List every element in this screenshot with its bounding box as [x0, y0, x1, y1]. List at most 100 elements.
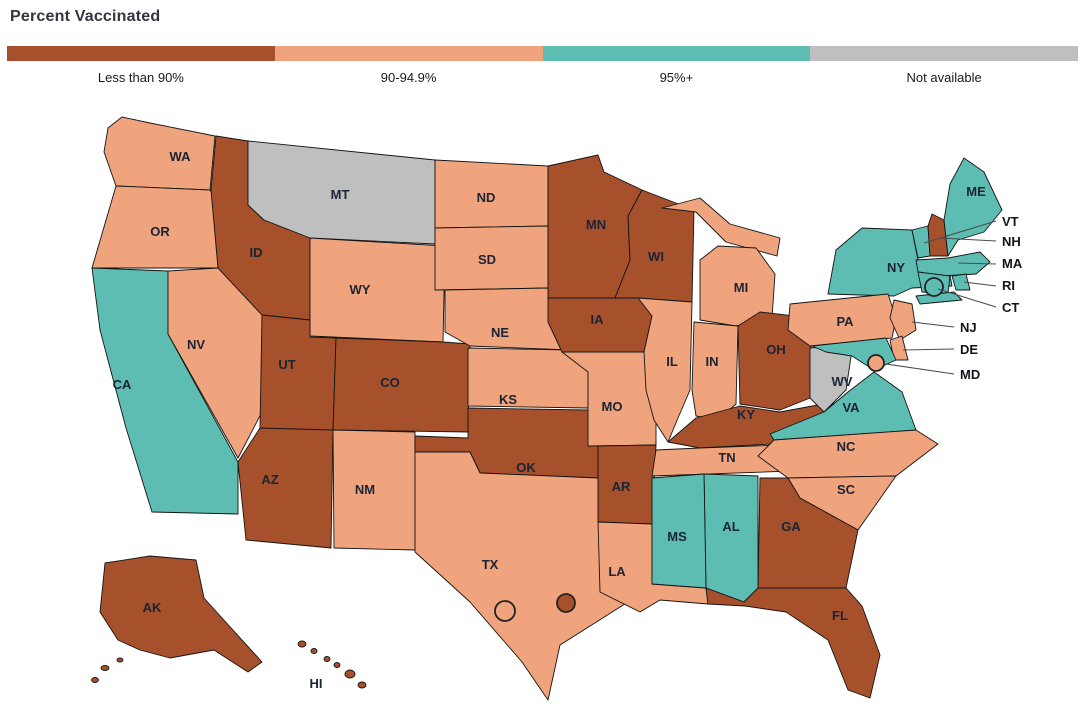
callout-label-nh: NH [1002, 234, 1021, 249]
callout-label-vt: VT [1002, 214, 1019, 229]
state-me[interactable] [943, 157, 1003, 257]
states-layer [91, 116, 1003, 701]
state-label-va: VA [842, 400, 860, 415]
state-label-nc: NC [837, 439, 856, 454]
state-label-me: ME [966, 184, 986, 199]
state-wy[interactable] [309, 237, 446, 343]
alaska-island[interactable] [116, 657, 124, 663]
state-il[interactable] [637, 297, 693, 443]
state-labels-layer: WA OR CA NV ID MT WY UT CO AZ NM ND SD N… [113, 149, 1023, 691]
state-label-ut: UT [278, 357, 295, 372]
state-label-ne: NE [491, 325, 509, 340]
legend-segment-less-than-90 [7, 46, 275, 61]
state-label-oh: OH [766, 342, 786, 357]
state-label-ia: IA [591, 312, 605, 327]
state-ne[interactable] [444, 287, 571, 351]
state-label-tx: TX [482, 557, 499, 572]
callout-label-ct: CT [1002, 300, 1019, 315]
state-label-wi: WI [648, 249, 664, 264]
state-label-id: ID [250, 245, 263, 260]
state-label-co: CO [380, 375, 400, 390]
hawaii-island[interactable] [357, 681, 367, 689]
state-al[interactable] [703, 473, 759, 603]
callout-line-ma [957, 262, 997, 265]
state-label-ny: NY [887, 260, 905, 275]
state-mi-upper-peninsula[interactable] [661, 197, 781, 257]
callout-line-ct [937, 288, 997, 308]
city-marker-gulf-east[interactable] [556, 593, 576, 613]
state-label-mn: MN [586, 217, 606, 232]
state-label-pa: PA [836, 314, 854, 329]
us-vaccination-choropleth-map: WA OR CA NV ID MT WY UT CO AZ NM ND SD N… [91, 116, 1023, 701]
state-wa[interactable] [103, 116, 216, 191]
state-label-ga: GA [781, 519, 801, 534]
legend-segment-95-plus [542, 46, 811, 61]
legend-label-not-available: Not available [906, 70, 982, 85]
state-label-fl: FL [832, 608, 848, 623]
state-nj[interactable] [889, 299, 917, 341]
city-markers-layer [494, 277, 944, 622]
state-pa[interactable] [787, 293, 897, 347]
city-marker-mid-atlantic[interactable] [867, 354, 885, 372]
legend-segment-90-94 [274, 46, 543, 61]
state-label-az: AZ [261, 472, 278, 487]
state-label-ok: OK [516, 460, 536, 475]
state-mi[interactable] [699, 245, 776, 327]
callout-line-de [902, 348, 955, 351]
hawaii-island[interactable] [333, 662, 341, 668]
state-wi[interactable] [614, 189, 695, 303]
callout-label-ri: RI [1002, 278, 1015, 293]
callout-label-de: DE [960, 342, 978, 357]
callout-lines-layer [885, 220, 997, 375]
state-label-sd: SD [478, 252, 496, 267]
state-label-ca: CA [113, 377, 132, 392]
state-label-hi: HI [310, 676, 323, 691]
state-ri[interactable] [951, 273, 971, 291]
hawaii-island[interactable] [323, 656, 331, 662]
legend-label-less-than-90: Less than 90% [97, 70, 184, 85]
state-label-nd: ND [477, 190, 496, 205]
hawaii-island[interactable] [297, 640, 307, 648]
legend-label-95-plus: 95%+ [659, 70, 694, 85]
state-label-ky: KY [737, 407, 755, 422]
state-ak[interactable] [99, 555, 263, 673]
state-label-wy: WY [350, 282, 371, 297]
state-label-mo: MO [602, 399, 623, 414]
state-label-nm: NM [355, 482, 375, 497]
callout-label-md: MD [960, 367, 980, 382]
state-label-la: LA [608, 564, 626, 579]
state-label-ar: AR [612, 479, 631, 494]
legend-labels: Less than 90% 90-94.9% 95%+ Not availabl… [7, 70, 1078, 85]
callout-line-nj [911, 321, 955, 328]
alaska-island[interactable] [100, 665, 110, 671]
city-marker-northeast[interactable] [924, 277, 944, 297]
alaska-island[interactable] [91, 677, 99, 683]
callout-label-nj: NJ [960, 320, 977, 335]
state-fl[interactable] [705, 587, 881, 699]
state-label-ms: MS [667, 529, 687, 544]
callout-line-md [885, 363, 955, 375]
legend-label-90-94: 90-94.9% [380, 70, 437, 85]
state-label-wa: WA [170, 149, 192, 164]
state-az[interactable] [237, 427, 334, 549]
state-label-il: IL [666, 354, 678, 369]
hawaii-island[interactable] [344, 669, 356, 679]
state-in[interactable] [691, 321, 739, 421]
state-label-in: IN [706, 354, 719, 369]
state-label-mi: MI [734, 280, 748, 295]
state-label-sc: SC [837, 482, 856, 497]
hawaii-island[interactable] [310, 648, 318, 654]
state-label-wv: WV [832, 374, 853, 389]
state-label-al: AL [722, 519, 739, 534]
state-label-tn: TN [718, 450, 735, 465]
state-label-ak: AK [143, 600, 162, 615]
state-co[interactable] [332, 337, 471, 433]
city-marker-gulf-west[interactable] [494, 600, 516, 622]
state-label-or: OR [150, 224, 170, 239]
legend-segment-not-available [810, 46, 1078, 61]
callout-label-ma: MA [1002, 256, 1023, 271]
callout-line-vt [923, 220, 997, 244]
state-label-ks: KS [499, 392, 517, 407]
state-label-nv: NV [187, 337, 205, 352]
